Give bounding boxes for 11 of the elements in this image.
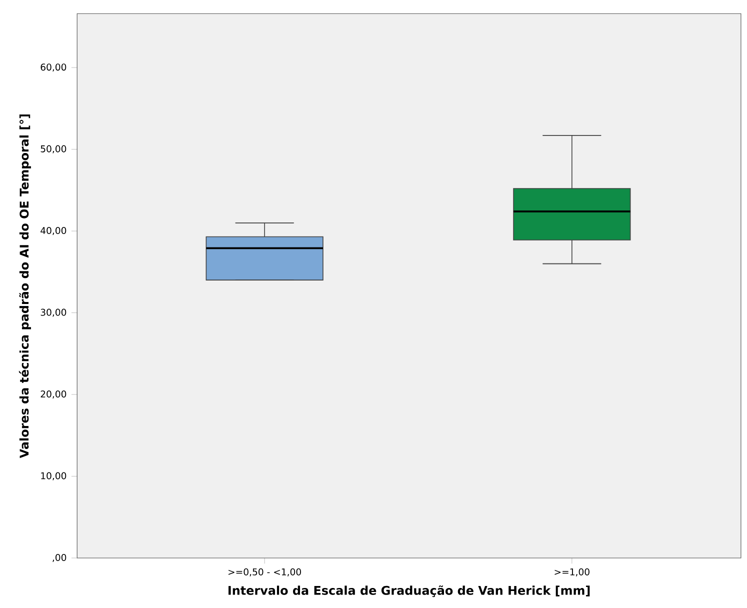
y-tick-label: 40,00: [40, 227, 66, 236]
y-tick-label: 10,00: [41, 472, 66, 480]
y-tick-label: ,00: [52, 554, 66, 562]
x-tick-label: >=0,50 - <1,00: [228, 568, 301, 576]
y-tick-label: 20,00: [40, 390, 66, 399]
x-tick-label: >=1,00: [554, 568, 590, 576]
y-tick-label: 30,00: [40, 308, 66, 317]
x-axis-title: Intervalo da Escala de Graduação de Van Herick [mm]: [228, 586, 590, 598]
y-axis-title: Valores da técnica padrão do AI do OE Temporal [°]: [18, 114, 31, 458]
y-tick-label: 60,00: [40, 64, 66, 72]
y-tick-label: 50,00: [40, 145, 66, 154]
